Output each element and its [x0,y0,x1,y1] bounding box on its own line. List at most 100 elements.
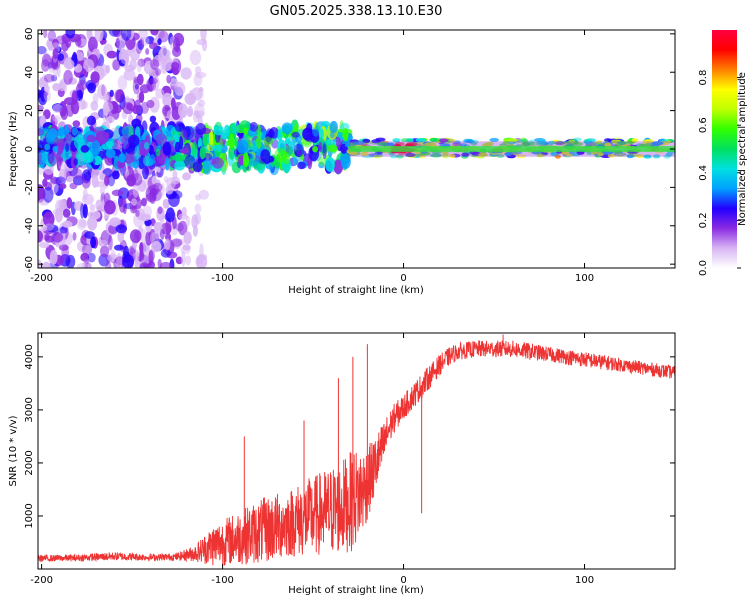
spectrogram-cell [615,152,626,157]
spectrogram-cell [49,249,58,265]
spectrogram-cell [342,128,349,142]
spectrogram-cell [43,30,48,39]
spectrogram-cell [192,161,203,173]
spectrogram-ytick-label: 60 [24,27,35,40]
spectrogram-ytick-label: 40 [24,66,35,79]
spectrogram-cell [212,157,224,169]
colorbar-label: Normalized spectral amplitude [737,72,748,226]
spectrogram-cell [116,253,123,268]
spectrogram-cell [504,152,513,156]
spectrogram-cell [99,186,106,195]
spectrogram-cell [128,134,140,148]
spectrogram-cell [82,188,88,201]
spectrogram-cell [102,108,108,124]
spectrogram-cell [153,155,163,167]
spectrogram-cell [537,139,547,144]
spectrogram-cell [186,108,193,117]
spectrogram-cell [597,152,604,157]
spectrogram-cell [160,45,168,57]
spectrogram-cell [312,127,319,137]
spectrogram-cell [162,141,172,156]
spectrogram-cell [89,203,96,212]
spectrogram-cell [150,30,159,36]
spectrogram-cell [60,106,69,120]
spectrogram-cell [208,129,214,146]
spectrogram-cell [104,102,114,113]
spectrogram-cell [58,169,67,182]
spectrogram-cell [165,218,172,235]
spectrogram-cell [233,148,239,158]
spectrogram-cell [139,84,150,94]
spectrogram-cell [80,145,90,153]
spectrogram-cell [120,53,129,65]
spectrogram-cell [297,161,306,170]
spectrogram-cell [195,110,200,120]
spectrogram-cell [554,154,561,159]
spectrogram-cell [77,38,82,46]
spectrogram-cell [181,251,186,267]
spectrogram-cell [174,160,186,171]
spectrogram-cell [59,183,67,190]
spectrogram-cell [65,30,76,39]
spectrogram-cell [516,154,527,159]
spectrogram-cell [663,154,671,159]
snr-ylabel: SNR (10 * v/v) [8,415,19,486]
spectrogram-cell [83,171,91,182]
spectrogram-cell [521,142,531,147]
spectrogram-cell [489,137,500,142]
spectrogram-cell [362,138,371,143]
spectrogram-cell [195,194,201,201]
colorbar: 0.0 0.2 0.4 0.6 0.8 Normalized spectral ampl… [698,30,748,276]
spectrogram-xtick-label: 0 [400,273,406,284]
spectrogram-cell [43,85,50,93]
spectrogram-cell [166,74,172,84]
spectrogram-cell [44,233,50,241]
spectrogram-cell [86,141,93,156]
spectrogram-cell [157,38,162,45]
spectrogram-cell [128,125,135,138]
spectrogram-cell [81,243,93,256]
spectrogram-cell [46,130,56,143]
spectrogram-cell [152,182,163,192]
spectrogram-cell [173,37,180,52]
spectrogram-cell [159,261,172,268]
spectrogram-cell [71,127,78,136]
spectrogram-cell [139,262,150,268]
spectrogram-cell [626,154,635,159]
spectrogram-cell [325,157,335,172]
spectrogram-cell [202,132,210,147]
spectrogram-cell [76,51,84,61]
spectrogram-cell [182,172,192,181]
spectrogram-cell [121,134,130,150]
spectrogram-cell [230,122,240,135]
spectrogram-cell [377,142,388,147]
spectrogram-cell [92,210,101,220]
spectrogram-cell [171,190,183,199]
spectrogram-cell [104,200,116,215]
spectrogram-cell [405,153,416,157]
spectrogram-cell [312,146,318,153]
spectrogram-cell [105,148,116,158]
spectrogram-cell [461,152,470,157]
spectrogram-cell [191,214,199,230]
spectrogram-cell [76,218,87,230]
spectrogram-cell [191,87,203,101]
spectrogram-cell [114,89,124,103]
spectrogram-cell [122,254,135,268]
spectrogram-cell [171,176,180,185]
spectrogram-cell [117,75,128,91]
spectrogram-cell [263,136,275,145]
spectrogram-cell [78,99,86,110]
spectrogram-cell [103,93,109,102]
spectrogram-cell [150,58,160,70]
spectrogram-cell [652,154,661,159]
spectrogram-cell [38,152,42,161]
colorbar-tick-label: 0.2 [698,212,709,228]
spectrogram-cell [172,154,185,162]
spectrogram-cell [183,231,192,245]
spectrogram-cell [48,152,58,167]
spectrogram-cell [55,207,63,223]
spectrogram-cell [95,199,103,211]
spectrogram-cell [199,146,206,160]
snr-xtick-label: 100 [575,575,594,586]
